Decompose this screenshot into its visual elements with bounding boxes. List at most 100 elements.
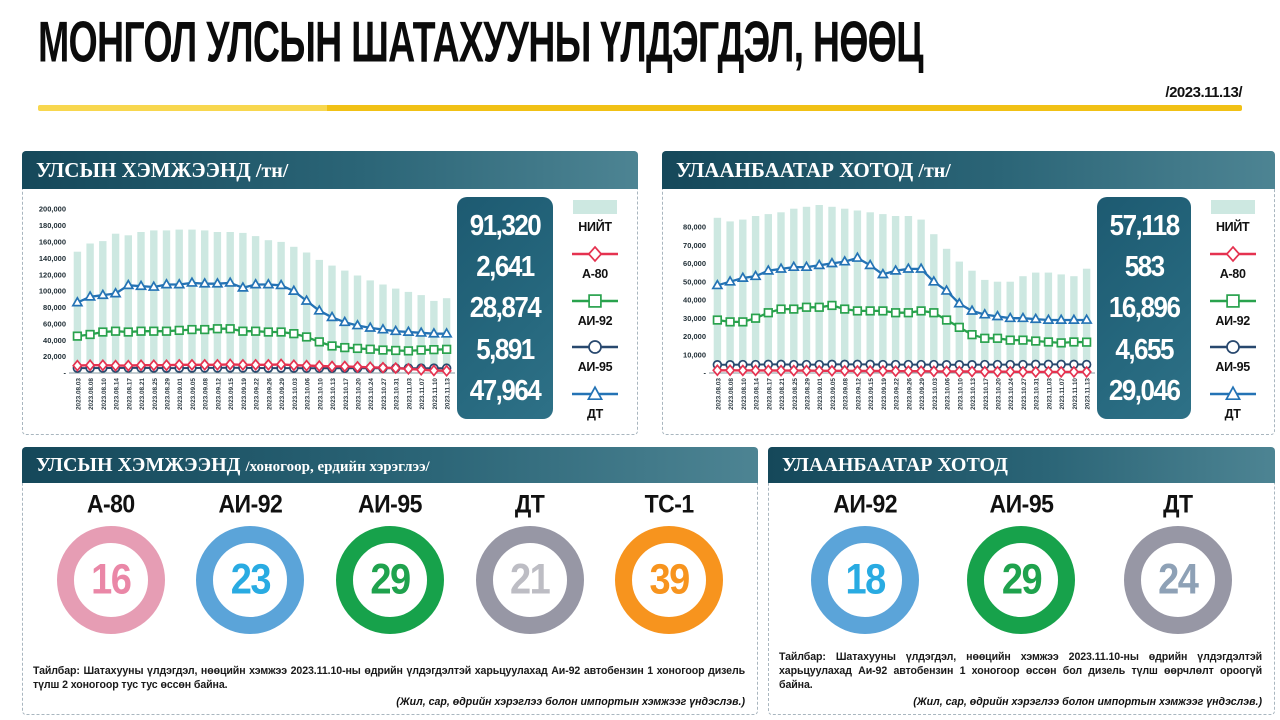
square-marker xyxy=(750,313,761,323)
svg-text:2023.11.13: 2023.11.13 xyxy=(1085,378,1092,410)
triangle-marker xyxy=(71,296,84,307)
svg-text:2023.10.13: 2023.10.13 xyxy=(970,378,977,410)
svg-text:2023.09.05: 2023.09.05 xyxy=(830,378,837,410)
panel-national-tonnes: УЛСЫН ХЭМЖЭЭНД /тн/ 200,000 180,000 160,00… xyxy=(22,151,638,435)
square-marker xyxy=(110,326,121,336)
svg-text:2023.11.10: 2023.11.10 xyxy=(432,378,439,410)
circle-legend-icon xyxy=(1209,340,1256,355)
diamond-marker xyxy=(1005,365,1016,378)
triangle-marker xyxy=(147,280,160,291)
fuel-type-label: АИ-95 xyxy=(358,489,422,518)
total-value-ai95: 4,655 xyxy=(1115,331,1174,366)
diamond-marker xyxy=(928,365,940,378)
panel-title: УЛААНБААТАР ХОТОД xyxy=(782,454,1008,476)
svg-text:200,000: 200,000 xyxy=(39,205,66,214)
triangle-marker xyxy=(851,251,864,262)
svg-text:2023.10.13: 2023.10.13 xyxy=(330,378,337,410)
svg-text:20,000: 20,000 xyxy=(683,332,706,341)
ub-chart: 80,000 70,000 60,000 50,000 40,000 30,000 20,0… xyxy=(667,193,1097,431)
svg-text:2023.10.20: 2023.10.20 xyxy=(356,378,363,410)
legend-label: НИЙТ xyxy=(578,220,612,234)
donut-ring: 24 xyxy=(1123,526,1232,634)
svg-text:40,000: 40,000 xyxy=(43,336,66,345)
svg-text:2023.08.10: 2023.08.10 xyxy=(741,378,748,410)
panel-national-tonnes-header: УЛСЫН ХЭМЖЭЭНД /тн/ xyxy=(22,151,638,189)
svg-text:2023.09.26: 2023.09.26 xyxy=(906,378,913,410)
total-value-niit: 91,320 xyxy=(469,208,542,242)
square-marker xyxy=(98,327,108,337)
diamond-marker xyxy=(441,364,452,378)
svg-text:10,000: 10,000 xyxy=(683,350,706,359)
triangle-marker xyxy=(749,269,762,281)
svg-text:2023.08.17: 2023.08.17 xyxy=(766,378,773,410)
line-dt xyxy=(71,276,453,338)
source-note: (Жил, сар, өдрийн хэрэглээ болон импорты… xyxy=(396,696,745,708)
line-dt xyxy=(711,251,1093,324)
circle-marker xyxy=(1225,340,1240,355)
diamond-marker xyxy=(415,363,427,376)
diamond-marker xyxy=(97,358,109,372)
legend-label: АИ-95 xyxy=(1215,360,1250,375)
svg-text:2023.09.12: 2023.09.12 xyxy=(215,378,222,410)
diamond-marker xyxy=(890,364,901,378)
svg-text:2023.10.31: 2023.10.31 xyxy=(1034,378,1041,410)
diamond-marker xyxy=(775,364,787,377)
triangle-marker xyxy=(813,258,826,270)
donut-ring: 39 xyxy=(615,526,724,634)
triangle-marker xyxy=(1067,313,1080,324)
legend-item-ai92: АИ-92 xyxy=(571,289,619,328)
days-value: 24 xyxy=(1158,555,1199,603)
svg-text:2023.09.22: 2023.09.22 xyxy=(894,378,901,410)
svg-text:120,000: 120,000 xyxy=(39,270,66,279)
triangle-marker xyxy=(427,327,440,338)
triangle-marker xyxy=(838,255,851,266)
svg-text:2023.10.10: 2023.10.10 xyxy=(317,378,324,410)
svg-text:2023.09.08: 2023.09.08 xyxy=(203,378,210,410)
ub-totals-panel: 57,118 583 16,896 4,655 29,046 xyxy=(1097,197,1192,419)
svg-text:180,000: 180,000 xyxy=(39,221,66,230)
triangle-marker xyxy=(173,278,186,289)
national-day-gauges: А-80 16 АИ-92 23 АИ-95 29 ДТ 21 ТС-1 39 xyxy=(23,483,757,634)
svg-text:2023.09.22: 2023.09.22 xyxy=(254,378,261,410)
triangle-marker xyxy=(1055,313,1068,324)
square-marker xyxy=(890,308,901,318)
diamond-marker xyxy=(864,364,876,378)
ub-chart-legend: НИЙТ А-80 АИ-92 АИ-95 ДТ xyxy=(1195,193,1270,427)
top-charts-row: УЛСЫН ХЭМЖЭЭНД /тн/ 200,000 180,000 160,00… xyxy=(0,151,1280,435)
square-marker xyxy=(200,324,210,335)
square-marker xyxy=(588,293,602,308)
svg-text:2023.08.17: 2023.08.17 xyxy=(126,378,133,410)
svg-text:2023.08.29: 2023.08.29 xyxy=(805,378,812,410)
triangle-marker xyxy=(96,288,109,300)
panel-title: УЛСЫН ХЭМЖЭЭНД xyxy=(36,158,251,182)
svg-text:70,000: 70,000 xyxy=(683,241,706,250)
square-marker xyxy=(1018,335,1028,345)
diamond-marker xyxy=(365,361,376,374)
daily-body: А-80 16 АИ-92 23 АИ-95 29 ДТ 21 ТС-1 39 Тайлбар: … xyxy=(23,483,757,713)
diamond-marker xyxy=(941,365,952,378)
svg-text:2023.10.03: 2023.10.03 xyxy=(292,378,299,410)
svg-text:2023.10.24: 2023.10.24 xyxy=(1008,378,1015,410)
square-marker xyxy=(276,327,286,337)
svg-text:2023.11.10: 2023.11.10 xyxy=(1072,378,1079,410)
square-marker xyxy=(352,343,363,354)
diamond-marker xyxy=(1068,365,1080,379)
panel-national-days-header: УЛСЫН ХЭМЖЭЭНД /хоногоор, ердийн хэрэглэ… xyxy=(22,447,758,483)
svg-text:2023.09.15: 2023.09.15 xyxy=(228,378,235,410)
triangle-marker xyxy=(915,262,928,273)
day-gauge-ai92: АИ-92 23 xyxy=(196,490,305,634)
panel-unit: /тн/ xyxy=(918,160,951,182)
panel-subtitle: /хоногоор, ердийн хэрэглээ/ xyxy=(245,459,430,475)
donut-ring: 29 xyxy=(967,526,1076,634)
square-marker xyxy=(903,308,914,318)
fuel-type-label: ДТ xyxy=(514,489,545,518)
triangle-marker xyxy=(185,276,198,287)
square-marker xyxy=(1005,335,1015,345)
square-marker xyxy=(225,324,235,334)
square-marker xyxy=(916,306,926,316)
legend-label: ДТ xyxy=(1224,407,1241,421)
square-legend-icon xyxy=(572,293,618,308)
panel-title: УЛСЫН ХЭМЖЭЭНД xyxy=(36,454,241,476)
diamond-marker xyxy=(724,364,736,377)
diamond-marker xyxy=(250,358,261,372)
